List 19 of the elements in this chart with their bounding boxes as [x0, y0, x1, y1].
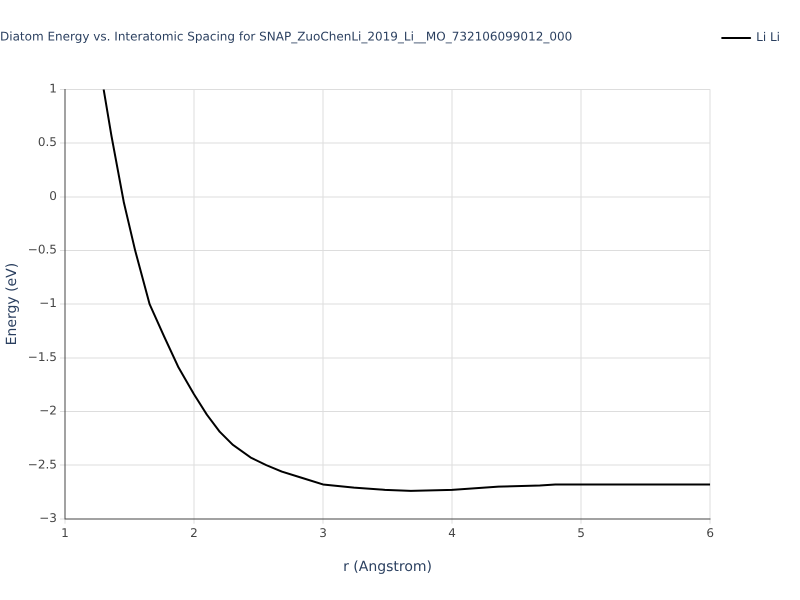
x-tick-label: 4	[448, 526, 456, 540]
x-tick-label: 3	[319, 526, 327, 540]
chart-title: Diatom Energy vs. Interatomic Spacing for SNAP_ZuoChenLi_2019_Li__MO_732106099012_000	[0, 29, 572, 44]
x-axis-title: r (Angstrom)	[343, 559, 432, 576]
y-tick-label: −1	[39, 296, 57, 310]
y-axis-title: Energy (eV)	[4, 262, 20, 346]
y-tick-label: −0.5	[28, 242, 57, 257]
y-tick-label: −3	[39, 510, 57, 525]
y-tick-label: −2	[39, 404, 57, 418]
y-tick-label: 0.5	[38, 135, 57, 150]
y-tick-label: −2.5	[28, 457, 57, 472]
y-tick-label: −1.5	[28, 350, 57, 364]
x-tick-label: 1	[61, 526, 69, 540]
y-tick-label: 0	[49, 188, 57, 203]
legend-label: Li Li	[756, 30, 780, 44]
y-tick-label: 1	[49, 82, 57, 96]
x-tick-label: 2	[190, 526, 198, 540]
x-tick-label: 5	[577, 526, 585, 540]
x-tick-label: 6	[706, 526, 714, 540]
